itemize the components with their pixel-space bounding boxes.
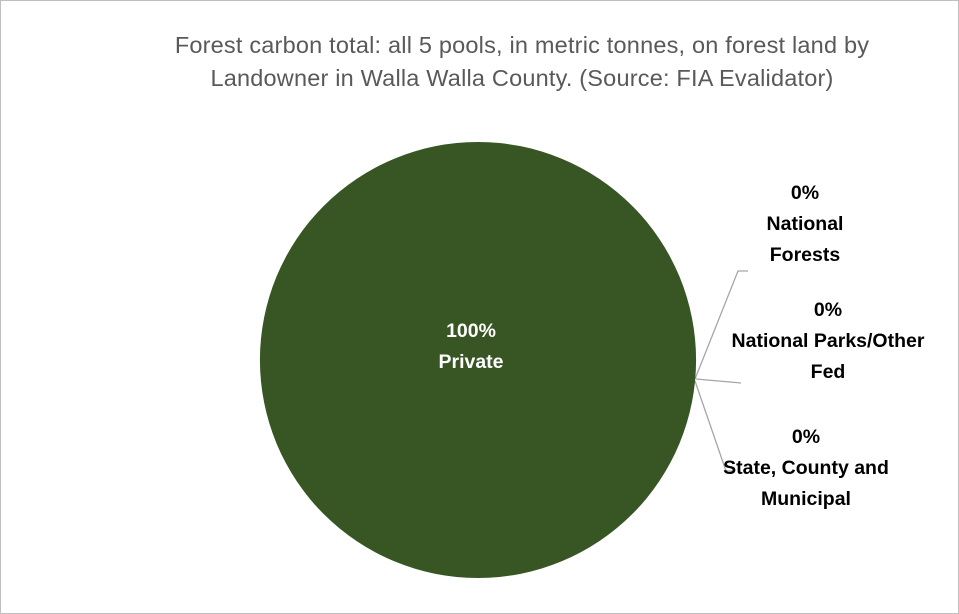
category-label: Private	[438, 351, 504, 373]
data-label: 100% Private	[411, 316, 531, 378]
value-label: 0%	[813, 299, 843, 321]
pie-slice	[259, 141, 697, 578]
value-label: 0%	[790, 182, 820, 204]
chart-title: Forest carbon total: all 5 pools, in met…	[174, 32, 870, 91]
leader-line	[695, 378, 742, 384]
leader-line	[694, 380, 734, 472]
data-label: 0% State, County and Municipal	[721, 422, 891, 515]
data-label: 0% National Forests	[745, 178, 865, 271]
value-label: 100%	[446, 320, 496, 342]
category-label: State, County and Municipal	[723, 457, 889, 510]
leader-line	[694, 270, 748, 380]
category-label: National Forests	[766, 213, 844, 266]
category-label: National Parks/Other Fed	[731, 330, 925, 383]
data-label: 0% National Parks/Other Fed	[728, 295, 928, 388]
leader-lines	[694, 270, 748, 472]
value-label: 0%	[791, 426, 821, 448]
